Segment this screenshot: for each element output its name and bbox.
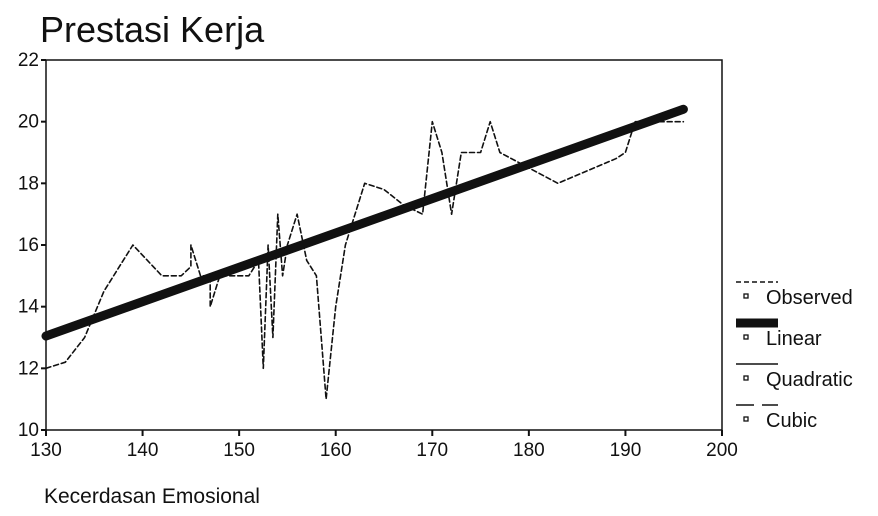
legend-label-cubic: Cubic (766, 410, 817, 432)
legend-marker-cubic (743, 416, 749, 422)
x-tick-label: 140 (127, 440, 159, 461)
series-observed-line (45, 120, 685, 401)
x-tick-label: 200 (706, 440, 738, 461)
series-layer (41, 104, 688, 401)
x-axis-label: Kecerdasan Emosional (44, 485, 260, 508)
x-tick-label: 150 (223, 440, 255, 461)
x-tick-label: 180 (513, 440, 545, 461)
series-linear-line (41, 104, 688, 341)
x-tick-label: 160 (320, 440, 352, 461)
chart-title: Prestasi Kerja (40, 9, 265, 50)
y-tick-label: 12 (18, 358, 39, 379)
plot-area (45, 59, 723, 431)
y-tick-label: 14 (18, 297, 40, 318)
legend-marker-linear (743, 334, 749, 340)
legend-marker-quadratic (743, 375, 749, 381)
y-tick-label: 16 (18, 235, 39, 256)
y-tick-label: 10 (18, 420, 39, 441)
legend-label-observed: Observed (766, 287, 853, 309)
x-tick-label: 130 (30, 440, 62, 461)
y-tick-label: 20 (18, 112, 39, 133)
x-tick-label: 190 (610, 440, 642, 461)
legend: Observed Linear Quadratic Cubic (736, 281, 853, 432)
legend-label-linear: Linear (766, 328, 822, 350)
legend-marker-observed (743, 293, 749, 299)
x-axis: 130 140 150 160 170 180 190 200 (30, 430, 738, 461)
legend-label-quadratic: Quadratic (766, 369, 853, 391)
y-axis: 10 12 14 16 18 20 22 (18, 50, 46, 441)
y-tick-label: 22 (18, 50, 39, 71)
y-tick-label: 18 (18, 173, 39, 194)
x-tick-label: 170 (416, 440, 448, 461)
